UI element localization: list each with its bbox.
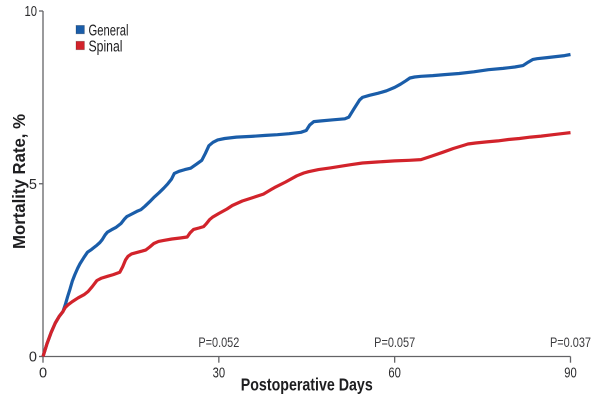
curve-general: [41, 52, 571, 357]
x-axis-title: Postoperative Days: [241, 375, 373, 395]
p-value-annotation-1: P=0.052: [198, 334, 239, 350]
y-axis-title: Mortality Rate, %: [9, 114, 29, 249]
p-value-annotation-2: P=0.057: [374, 334, 415, 350]
x-tick-label-90: 90: [564, 366, 577, 382]
p-value-annotation-3: P=0.037: [550, 334, 591, 350]
y-tick-label-10: 10: [25, 4, 38, 20]
legend-swatch-spinal: [75, 40, 85, 51]
legend-swatch-general: [75, 24, 85, 35]
x-tick-label-60: 60: [388, 366, 401, 382]
curve-spinal: [41, 131, 571, 357]
legend-label-spinal: Spinal: [89, 38, 123, 55]
y-tick-label-5: 5: [29, 177, 37, 193]
x-tick-label-30: 30: [213, 366, 226, 382]
legend-label-general: General: [89, 22, 129, 39]
x-tick-label-0: 0: [39, 366, 47, 382]
y-tick-label-0: 0: [29, 350, 37, 366]
